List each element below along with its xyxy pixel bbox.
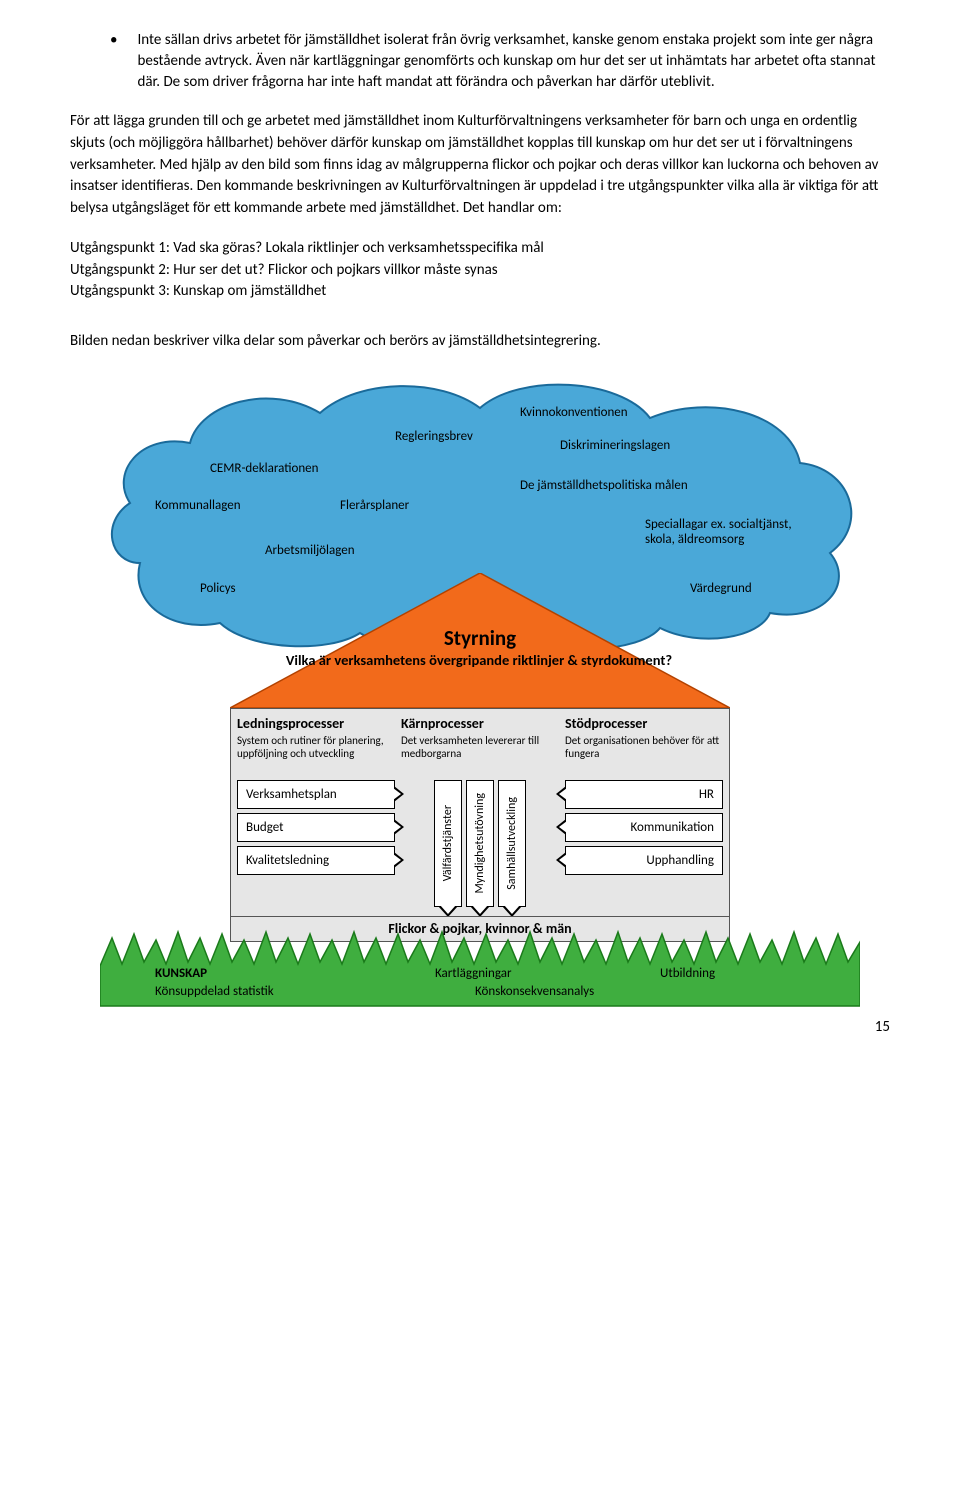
- label-arbetsmiljolagen: Arbetsmiljölagen: [265, 543, 355, 558]
- roof-title: Styrning: [230, 625, 730, 651]
- utgangspunkt-3: Utgångspunkt 3: Kunskap om jämställdhet: [70, 281, 890, 303]
- col-left-items: Verksamhetsplan Budget Kvalitetsledning: [237, 780, 395, 875]
- label-jamstalldhetsmalen: De jämställdhetspolitiska målen: [520, 478, 688, 493]
- label-konskonsekv: Könskonsekvensanalys: [475, 984, 594, 999]
- label-flerarsplaner: Flerårsplaner: [340, 498, 409, 513]
- col-mid-items: Välfärdstjänster Myndighetsutövning Samh…: [401, 780, 559, 907]
- item-kvalitetsledning: Kvalitetsledning: [237, 846, 395, 875]
- item-myndighetsutovning: Myndighetsutövning: [466, 780, 494, 907]
- col-mid-title: Kärnprocesser: [401, 715, 559, 732]
- roof-layer: Styrning Vilka är verksamhetens övergrip…: [230, 573, 730, 713]
- label-speciallagar: Speciallagar ex. socialtjänst, skola, äl…: [645, 518, 815, 548]
- grass-layer: KUNSKAP Könsuppdelad statistik Kartläggn…: [100, 928, 860, 1003]
- col-left-title: Ledningsprocesser: [237, 715, 395, 732]
- utgangspunkt-2: Utgångspunkt 2: Hur ser det ut? Flickor …: [70, 260, 890, 282]
- bullet-item: • Inte sällan drivs arbetet för jämställ…: [110, 30, 890, 93]
- item-upphandling: Upphandling: [565, 846, 723, 875]
- item-verksamhetsplan: Verksamhetsplan: [237, 780, 395, 809]
- label-diskrimineringslagen: Diskrimineringslagen: [560, 438, 670, 453]
- house-diagram: Kvinnokonventionen Regleringsbrev Diskri…: [100, 373, 860, 1003]
- column-ledning: Ledningsprocesser System och rutiner för…: [237, 715, 395, 907]
- label-kartlaggningar: Kartläggningar: [435, 966, 512, 981]
- col-right-sub: Det organisationen behöver för att funge…: [565, 734, 723, 774]
- item-budget: Budget: [237, 813, 395, 842]
- column-stod: Stödprocesser Det organisationen behöver…: [565, 715, 723, 907]
- col-left-sub: System och rutiner för planering, uppföl…: [237, 734, 395, 774]
- columns-layer: Ledningsprocesser System och rutiner för…: [230, 708, 730, 918]
- item-kommunikation: Kommunikation: [565, 813, 723, 842]
- paragraph-1: För att lägga grunden till och ge arbete…: [70, 111, 890, 220]
- page-number: 15: [70, 1018, 890, 1036]
- col-right-items: HR Kommunikation Upphandling: [565, 780, 723, 875]
- column-karn: Kärnprocesser Det verksamheten levererar…: [401, 715, 559, 907]
- label-kommunallagen: Kommunallagen: [155, 498, 241, 513]
- label-utbildning: Utbildning: [660, 966, 715, 981]
- utgangspunkter-list: Utgångspunkt 1: Vad ska göras? Lokala ri…: [70, 238, 890, 303]
- bullet-marker: •: [110, 30, 117, 93]
- bullet-text: Inte sällan drivs arbetet för jämställdh…: [137, 30, 890, 93]
- label-cemr: CEMR-deklarationen: [210, 461, 318, 476]
- utgangspunkt-1: Utgångspunkt 1: Vad ska göras? Lokala ri…: [70, 238, 890, 260]
- figure-caption: Bilden nedan beskriver vilka delar som p…: [70, 331, 890, 353]
- col-right-title: Stödprocesser: [565, 715, 723, 732]
- item-samhallsutveckling: Samhällsutveckling: [498, 780, 526, 907]
- col-mid-sub: Det verksamheten levererar till medborga…: [401, 734, 559, 774]
- roof-subtitle: Vilka är verksamhetens övergripande rikt…: [230, 651, 728, 669]
- label-kvinnokonventionen: Kvinnokonventionen: [520, 405, 628, 420]
- item-hr: HR: [565, 780, 723, 809]
- label-regleringsbrev: Regleringsbrev: [395, 429, 473, 444]
- label-kunskap: KUNSKAP: [155, 966, 207, 981]
- label-konsuppdelad: Könsuppdelad statistik: [155, 984, 274, 999]
- item-valfardstjanster: Välfärdstjänster: [434, 780, 462, 907]
